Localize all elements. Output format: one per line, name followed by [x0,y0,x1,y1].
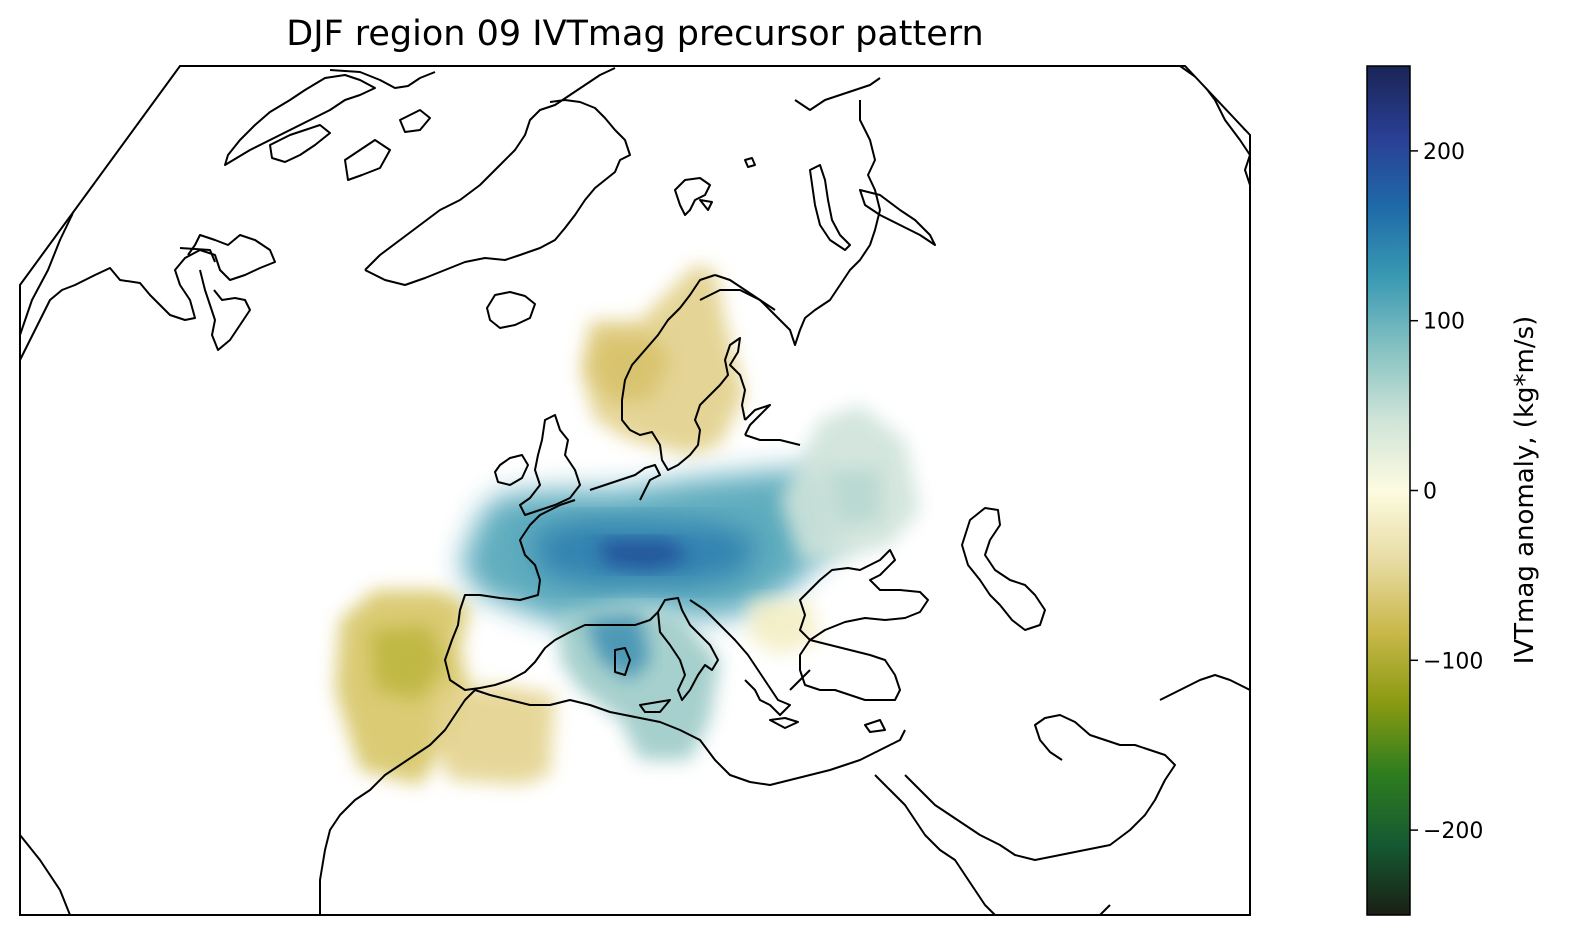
coast-russia-north [714,66,1250,346]
coast-iceland [486,291,536,329]
map-boundary [19,65,1251,916]
anomaly-balkans-weak [750,600,820,655]
anomaly-italy-core [585,615,650,680]
colorbar-tick-label: 100 [1423,310,1465,335]
coast-iran [1159,674,1250,701]
coast-scandinavia [621,274,771,471]
coast-greenland [364,67,631,286]
anomaly-max [600,540,690,570]
colorbar-tick-label: −100 [1423,649,1483,674]
coast-italy [614,597,719,713]
coast-arctic-islands [269,69,436,181]
coast-arabia [874,714,1176,915]
coast-turkey [799,639,901,733]
coast-ireland [494,454,529,486]
coast-balkans [689,599,811,729]
coast-great-britain [519,414,581,516]
coast-western-europe [444,464,661,691]
anomaly-field [335,265,920,785]
coast-caspian [961,507,1046,631]
coastlines [20,66,1250,915]
coast-north-africa [20,689,1111,915]
coast-svalbard [674,157,756,216]
map-title: DJF region 09 IVTmag precursor pattern [286,14,984,54]
anomaly-western-russia-core [830,470,880,525]
colorbar-tick-label: 200 [1423,140,1465,165]
colorbar-tick-label: −200 [1423,819,1483,844]
coast-finland-russia [699,289,801,446]
colorbar-bar [1366,65,1411,916]
colorbar-tick-label: 0 [1423,480,1437,505]
coast-black-sea [799,549,929,641]
colorbar-ticks: 200 100 0 −100 −200 [1410,140,1483,844]
anomaly-iberia-core [370,625,445,700]
coast-novaya-zemlya [809,164,936,251]
colorbar-label: IVTmag anomaly, (kg*m/s) [1510,315,1540,665]
colorbar: 200 100 0 −100 −200 [1366,65,1483,916]
coast-baffin [179,74,376,263]
anomaly-north-africa [430,685,555,785]
